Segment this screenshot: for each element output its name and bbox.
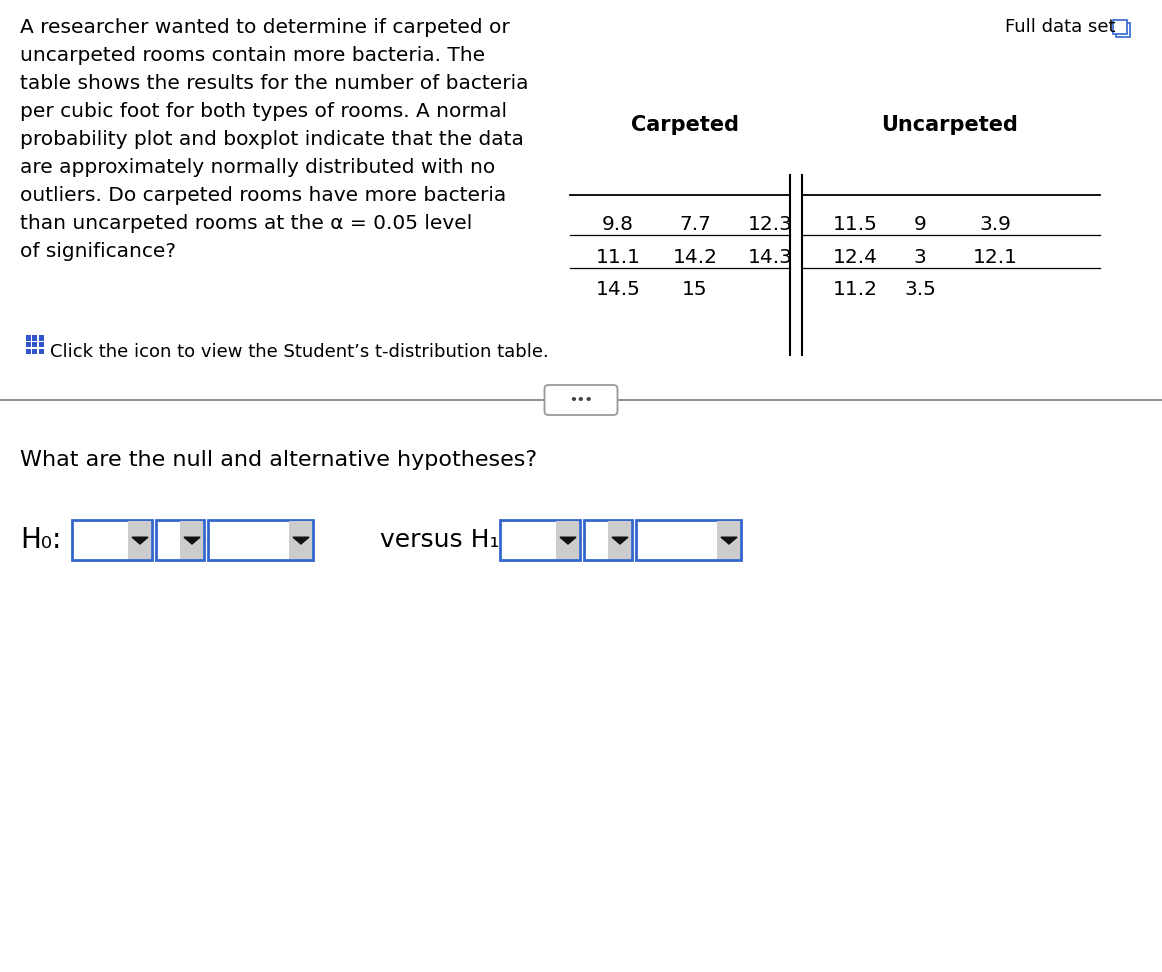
FancyBboxPatch shape xyxy=(1116,23,1129,37)
FancyBboxPatch shape xyxy=(1113,20,1127,34)
Text: Full data set: Full data set xyxy=(1005,18,1116,36)
Text: versus H₁:: versus H₁: xyxy=(380,528,508,552)
Text: 14.2: 14.2 xyxy=(673,248,717,267)
Text: 14.5: 14.5 xyxy=(596,280,640,299)
Polygon shape xyxy=(132,538,148,544)
Text: A researcher wanted to determine if carpeted or
uncarpeted rooms contain more ba: A researcher wanted to determine if carp… xyxy=(20,18,529,261)
FancyBboxPatch shape xyxy=(33,342,37,347)
FancyBboxPatch shape xyxy=(38,342,44,347)
FancyBboxPatch shape xyxy=(38,349,44,354)
FancyBboxPatch shape xyxy=(128,521,151,559)
Text: What are the null and alternative hypotheses?: What are the null and alternative hypoth… xyxy=(20,450,537,470)
FancyBboxPatch shape xyxy=(180,521,203,559)
Text: •••: ••• xyxy=(569,394,593,406)
FancyBboxPatch shape xyxy=(545,385,617,415)
Text: 12.1: 12.1 xyxy=(973,248,1018,267)
FancyBboxPatch shape xyxy=(33,335,37,340)
Text: H₀:: H₀: xyxy=(20,526,62,554)
Text: 3.9: 3.9 xyxy=(980,215,1011,234)
FancyBboxPatch shape xyxy=(26,335,30,340)
Text: Carpeted: Carpeted xyxy=(631,115,739,135)
Text: 11.5: 11.5 xyxy=(832,215,877,234)
Text: 11.2: 11.2 xyxy=(832,280,877,299)
Text: Click the icon to view the Student’s t-distribution table.: Click the icon to view the Student’s t-d… xyxy=(50,343,548,361)
Polygon shape xyxy=(293,538,309,544)
Text: 9.8: 9.8 xyxy=(602,215,634,234)
Polygon shape xyxy=(720,538,737,544)
Text: 7.7: 7.7 xyxy=(679,215,711,234)
Polygon shape xyxy=(560,538,576,544)
FancyBboxPatch shape xyxy=(33,349,37,354)
FancyBboxPatch shape xyxy=(555,521,579,559)
Text: 11.1: 11.1 xyxy=(595,248,640,267)
FancyBboxPatch shape xyxy=(584,520,632,560)
Text: 3: 3 xyxy=(913,248,926,267)
FancyBboxPatch shape xyxy=(717,521,740,559)
Polygon shape xyxy=(612,538,627,544)
FancyBboxPatch shape xyxy=(156,520,205,560)
FancyBboxPatch shape xyxy=(26,349,30,354)
Text: 12.3: 12.3 xyxy=(747,215,792,234)
Text: 9: 9 xyxy=(913,215,926,234)
Text: 15: 15 xyxy=(682,280,708,299)
FancyBboxPatch shape xyxy=(72,520,152,560)
FancyBboxPatch shape xyxy=(38,335,44,340)
Text: 12.4: 12.4 xyxy=(832,248,877,267)
Text: Uncarpeted: Uncarpeted xyxy=(882,115,1018,135)
FancyBboxPatch shape xyxy=(208,520,313,560)
FancyBboxPatch shape xyxy=(636,520,741,560)
Polygon shape xyxy=(184,538,200,544)
FancyBboxPatch shape xyxy=(500,520,580,560)
Text: 3.5: 3.5 xyxy=(904,280,935,299)
Text: 14.3: 14.3 xyxy=(747,248,792,267)
FancyBboxPatch shape xyxy=(26,342,30,347)
FancyBboxPatch shape xyxy=(289,521,313,559)
FancyBboxPatch shape xyxy=(608,521,631,559)
